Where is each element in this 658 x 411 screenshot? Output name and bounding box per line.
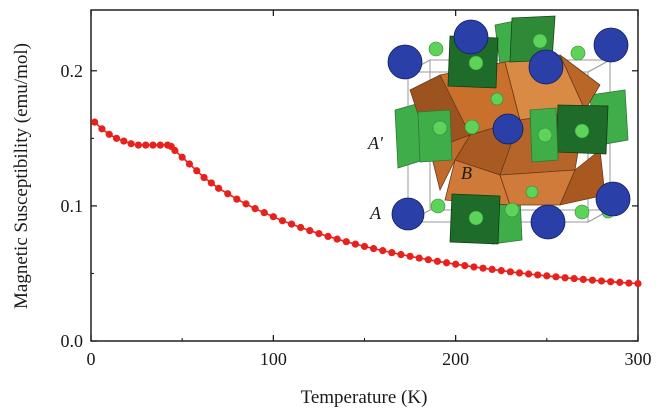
data-point [324,232,332,241]
data-point [579,275,587,283]
data-point [120,137,128,145]
data-point [251,205,259,213]
crystal-structure-inset: A' B A [367,15,631,245]
data-point [142,141,150,149]
data-point [534,271,542,279]
green-atoms [428,33,615,226]
x-axis-label: Temperature (K) [301,387,428,408]
data-point [207,179,215,187]
data-point [543,272,551,280]
data-point [105,130,113,138]
data-point [342,238,350,246]
y-tick-label: 0.2 [61,61,84,81]
data-point [452,260,460,268]
data-point [112,134,121,142]
data-point [552,273,560,281]
data-point [178,153,186,161]
annotation-b: B [461,163,472,183]
data-point [515,269,524,277]
data-point [306,227,314,235]
data-point [297,223,305,232]
data-point [278,217,287,225]
y-axis-ticks: 0.0 0.1 0.2 [61,61,638,351]
data-point [607,278,615,286]
data-point [156,141,164,149]
data-point [215,184,223,192]
data-point [561,274,569,282]
data-point [470,263,478,271]
data-point [461,262,469,270]
data-point [634,279,642,288]
data-point [91,118,99,126]
data-point [134,141,143,149]
data-point [200,173,208,182]
data-point [397,250,405,259]
y-tick-label: 0.0 [61,331,84,351]
data-point [269,213,277,221]
y-tick-label: 0.1 [61,196,84,216]
data-point [597,277,606,285]
data-point [233,195,241,203]
data-point [193,167,201,175]
data-point [625,279,633,287]
x-tick-label: 0 [87,349,96,369]
data-point [315,229,323,238]
data-point [616,278,624,286]
data-point [479,264,487,272]
x-tick-label: 100 [260,349,287,369]
data-point [333,235,341,243]
data-point [351,240,359,248]
data-point [506,268,514,276]
data-point [224,190,232,198]
x-axis-ticks: 0 100 200 300 [87,10,652,369]
data-point [588,276,597,284]
data-point [442,259,451,267]
data-point [379,247,387,255]
data-point [570,274,578,283]
annotation-a: A [369,203,382,223]
data-point [370,244,378,253]
data-point [287,220,296,228]
data-point [185,160,194,168]
data-point [149,141,157,149]
series-layer [91,118,642,288]
x-tick-label: 300 [625,349,652,369]
y-axis-label: Magnetic Susceptibility (emu/mol) [11,43,32,309]
data-point [488,265,496,273]
annotation-a-prime: A' [367,133,384,153]
data-point [98,125,106,133]
data-point [497,267,505,275]
data-point [415,254,423,262]
data-point [260,209,268,217]
data-point [424,256,432,264]
data-point [525,270,533,278]
blue-atoms [387,19,631,240]
data-point [360,242,369,251]
data-point [406,252,414,260]
data-point [388,249,396,257]
data-point [242,200,250,208]
data-point [127,140,135,148]
x-tick-label: 200 [442,349,469,369]
data-point [433,257,442,265]
data-point [171,146,179,155]
